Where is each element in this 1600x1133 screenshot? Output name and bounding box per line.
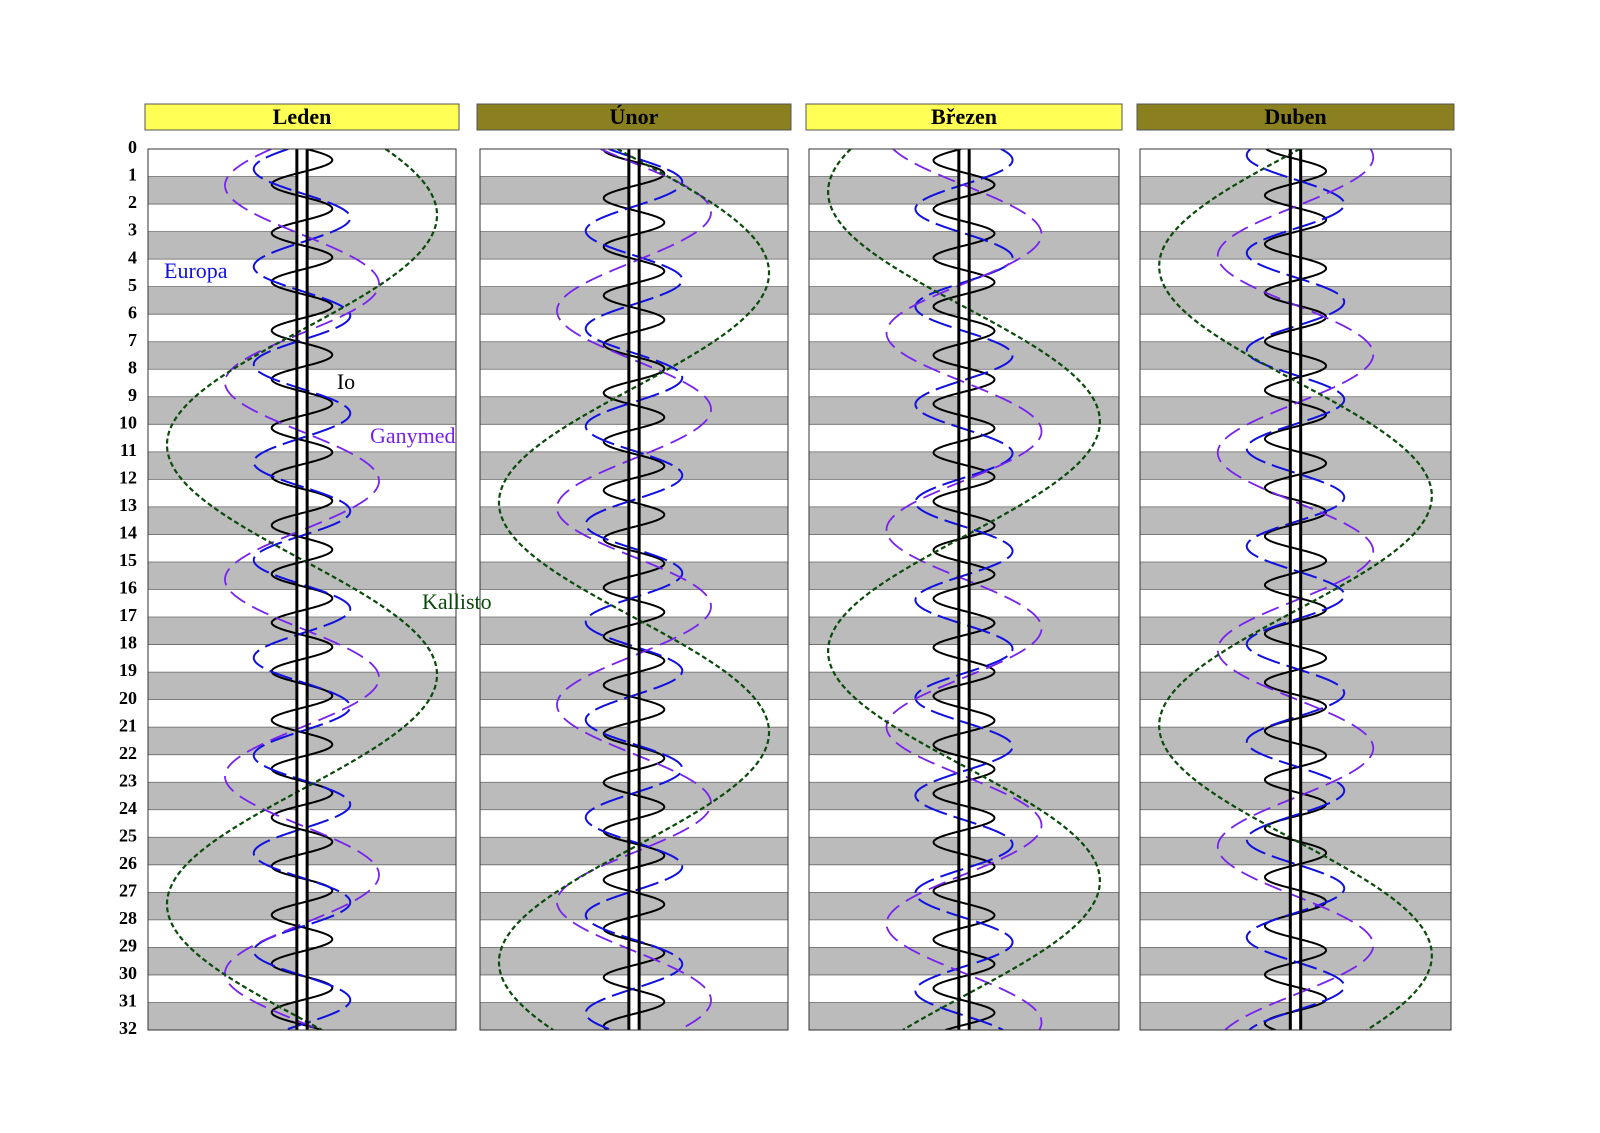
moon-orbit [497,149,771,1030]
moon-orbit [224,149,380,1030]
y-tick-label: 3 [128,220,137,240]
y-tick-label: 7 [128,330,137,350]
panel-plot [165,149,439,1030]
jupiter [1290,149,1301,1030]
y-tick-label: 2 [128,192,137,212]
y-tick-label: 29 [119,936,137,956]
y-tick-label: 26 [119,853,137,873]
month-header [805,103,1123,131]
y-tick-label: 10 [119,412,137,432]
moon-orbit [827,149,1101,1030]
month-title: Duben [1264,104,1326,129]
y-tick-label: 21 [119,715,137,735]
y-tick-label: 17 [119,605,137,625]
y-tick-label: 1 [128,165,137,185]
y-tick-label: 4 [128,247,137,267]
y-tick-label: 27 [119,880,137,900]
month-title: Březen [931,104,997,129]
moon-orbit [1216,149,1375,1030]
y-tick-label: 31 [119,991,137,1011]
moon-orbit [914,149,1014,1030]
month-title: Únor [610,104,659,129]
panel-frame [147,148,457,1031]
jupiter [628,149,640,1030]
y-tick-label: 5 [128,275,137,295]
y-tick-label: 25 [119,825,137,845]
moon-orbit [1245,149,1346,1030]
y-tick-label: 14 [119,523,137,543]
moon-orbit [885,149,1043,1030]
moon-orbit [1158,149,1433,1030]
panel-plot [1158,149,1433,1030]
y-tick-label: 6 [128,302,137,322]
moon-orbit [1263,149,1328,1030]
jupiter [958,149,970,1030]
y-tick-label: 32 [119,1018,137,1038]
moon-label: Kallisto [422,589,492,614]
y-tick-label: 9 [128,385,137,405]
y-tick-label: 12 [119,468,137,488]
month-header [144,103,460,131]
month-title: Leden [273,104,332,129]
y-tick-label: 20 [119,688,137,708]
y-tick-label: 30 [119,963,137,983]
month-header [476,103,792,131]
y-tick-label: 0 [128,137,137,157]
panel-frame [479,148,789,1031]
y-tick-label: 23 [119,770,137,790]
y-tick-label: 15 [119,550,137,570]
panel-frame [1139,148,1452,1031]
moon-orbit [584,149,684,1030]
panel-frame [808,148,1120,1031]
y-tick-label: 28 [119,908,137,928]
moon-label: Ganymed [370,423,456,448]
y-tick-label: 18 [119,633,137,653]
month-header [1136,103,1455,131]
y-tick-label: 13 [119,495,137,515]
y-tick-label: 11 [120,440,137,460]
y-tick-label: 16 [119,578,137,598]
moon-orbit [252,149,352,1030]
y-tick-label: 22 [119,743,137,763]
moon-label: Io [337,369,355,394]
y-tick-label: 24 [119,798,137,818]
moon-label: Europa [164,258,228,283]
y-tick-label: 8 [128,357,137,377]
moon-orbit [165,149,439,1030]
panel-plot [827,149,1101,1030]
moon-orbit [602,149,666,1030]
jupiter [296,149,308,1030]
panel-plot [497,149,771,1030]
y-tick-label: 19 [119,660,137,680]
